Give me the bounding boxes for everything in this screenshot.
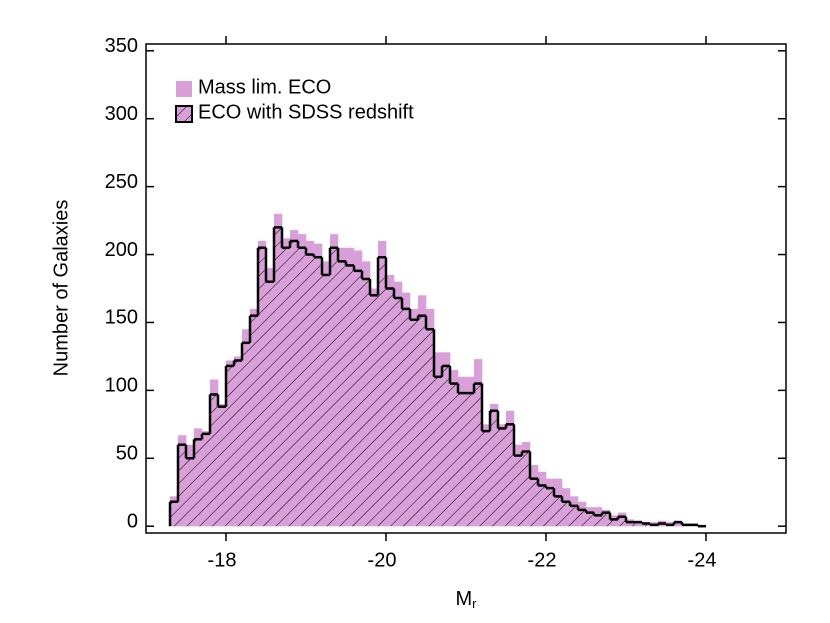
x-axis-label: Mr [455,588,477,611]
histogram-bar [210,394,219,527]
legend-swatch [175,105,193,123]
histogram-bar [202,433,211,527]
histogram-bar [370,295,379,527]
y-tick-label: 50 [116,443,138,465]
histogram-bar [410,319,419,527]
histogram-bar [186,458,195,527]
y-tick-label: 250 [105,171,138,193]
histogram-bar [450,383,459,527]
histogram-bar [378,257,387,527]
x-label-subscript: r [472,596,477,611]
histogram-bar [170,501,179,527]
histogram-bar [618,516,627,527]
histogram-bar [546,488,555,527]
histogram-bar [602,512,611,527]
histogram-bar [594,515,603,527]
histogram-bar [506,424,515,527]
histogram-bar [418,315,427,527]
histogram-bar [274,227,283,527]
histogram-bar [554,496,563,527]
histogram-bar [658,523,667,527]
plot-frame [145,43,787,534]
y-tick-label: 0 [127,510,138,532]
histogram-bar [314,257,323,527]
plot-area [168,213,707,528]
histogram-bar [474,383,483,527]
y-tick-label: 150 [105,307,138,329]
histogram-bar [442,365,451,527]
histogram-bar [298,247,307,527]
histogram-bar [522,451,531,527]
x-tick-label: -22 [528,549,557,571]
histogram-bar [250,315,259,527]
histogram-bar [266,281,275,527]
histogram-bar [354,270,363,527]
histogram-bar [242,342,251,527]
histogram-bar [458,393,467,527]
y-tick-label: 300 [105,103,138,125]
histogram-bar [610,519,619,527]
y-tick-label: 100 [105,375,138,397]
histogram-bar [290,240,299,527]
histogram-bar [674,522,683,527]
x-label-main: M [455,588,472,610]
histogram-bar [434,376,443,527]
histogram-bar [226,365,235,527]
histogram-bar [306,254,315,527]
histogram-bar [530,478,539,527]
histogram-bar [626,522,635,527]
x-tick-label: -24 [688,549,717,571]
histogram-bar [498,428,507,527]
legend-label: ECO with SDSS redshift [198,101,414,123]
histogram-bar [538,485,547,527]
histogram-bar [330,247,339,527]
x-tick-label: -20 [368,549,397,571]
histogram-bar [234,360,243,527]
histogram-bar [386,288,395,527]
legend-label: Mass lim. ECO [198,76,331,98]
histogram-bar [218,406,227,527]
histogram-bar [258,247,267,527]
histogram-bar [514,455,523,527]
legend-swatch [176,81,192,97]
y-tick-label: 200 [105,239,138,261]
y-axis-label: Number of Galaxies [50,200,72,377]
histogram-bar [194,439,203,527]
histogram-bar [586,512,595,527]
histogram-bar [466,393,475,527]
histogram-bar [570,505,579,527]
histogram-bar [338,261,347,527]
histogram-bar [578,509,587,527]
histogram-bar [282,247,291,527]
histogram-bar [642,523,651,527]
histogram-bar [634,522,643,527]
histogram-bar [362,278,371,527]
histogram-bar [178,444,187,527]
histogram-bar [482,431,491,527]
histogram-bar [394,298,403,527]
histogram-bar [402,308,411,527]
histogram-bar [322,274,331,527]
histogram-bar [426,329,435,527]
y-tick-label: 350 [105,35,138,57]
histogram-bar [490,410,499,527]
histogram-bar [346,265,355,527]
histogram-bar [562,501,571,527]
x-tick-label: -18 [208,549,237,571]
